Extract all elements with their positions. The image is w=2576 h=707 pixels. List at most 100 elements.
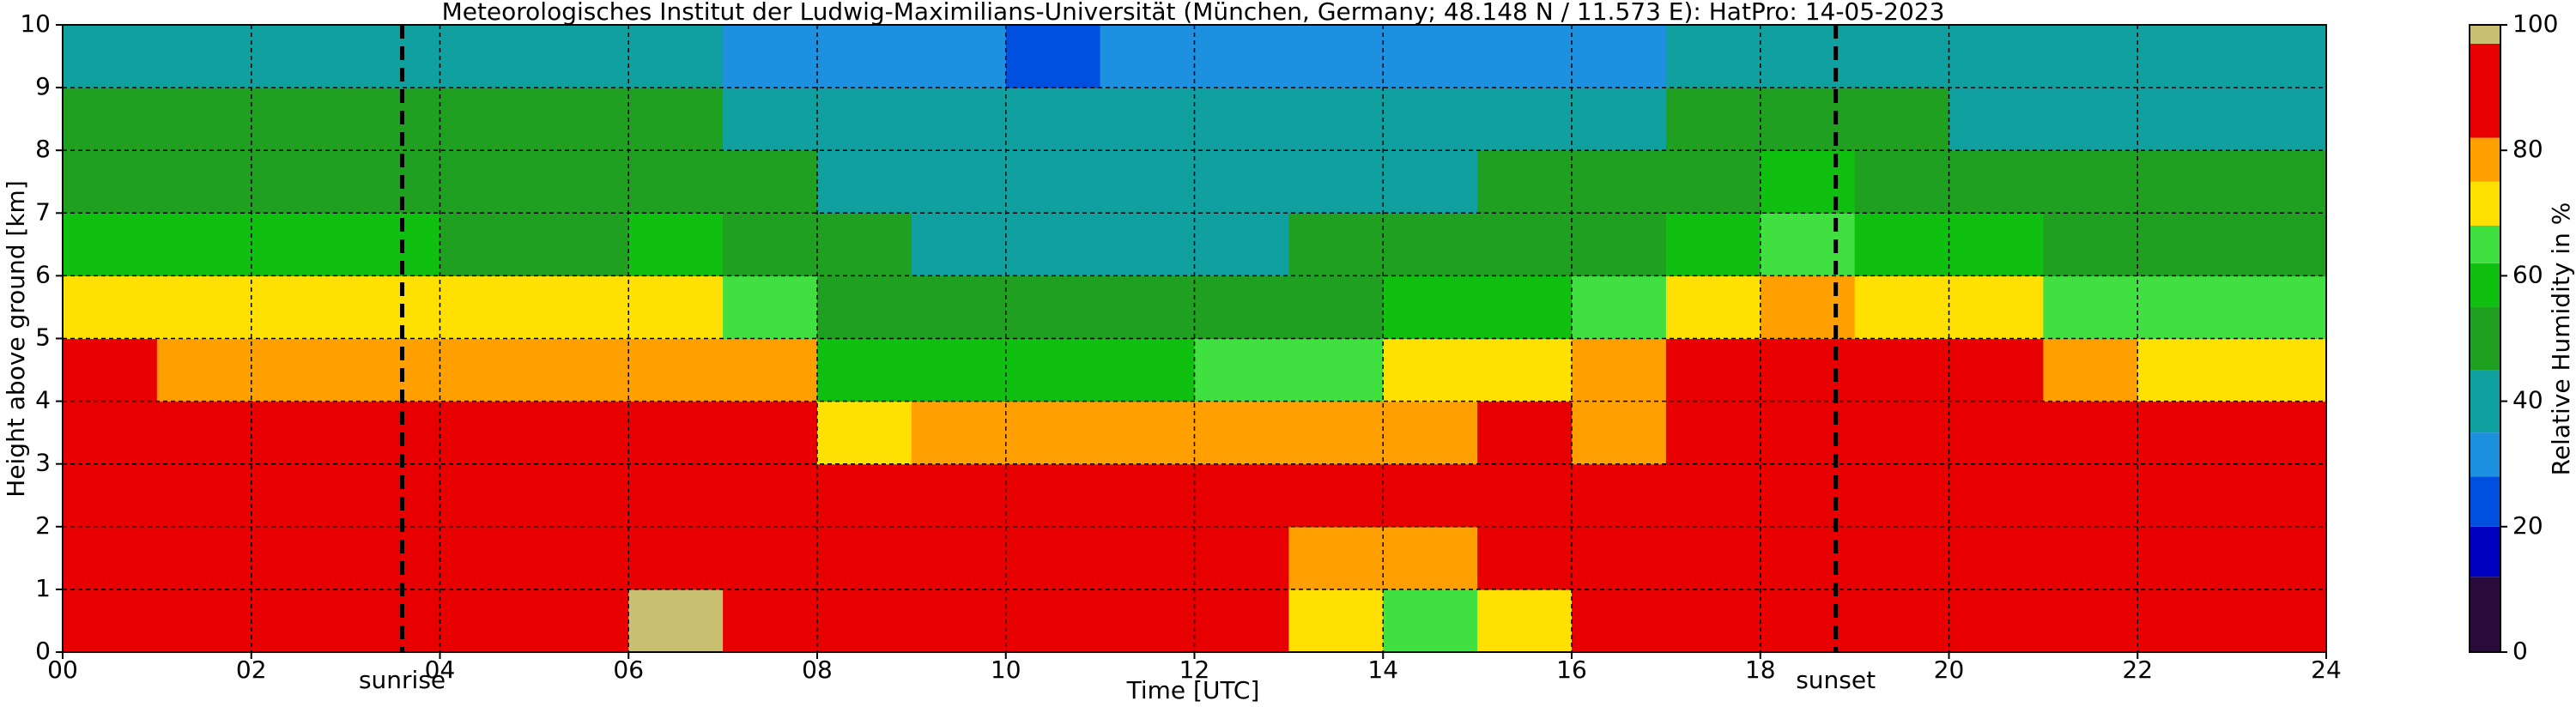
colorbar-band [2470,263,2500,307]
heatmap-cell [1949,338,2044,402]
heatmap-cell [439,338,535,402]
heatmap-cell [2137,526,2233,590]
heatmap-cell [1572,25,1667,88]
heatmap-cell [2232,25,2327,88]
heatmap-cell [1949,526,2044,590]
heatmap-cell [628,338,724,402]
heatmap-cell [156,463,252,528]
heatmap-cell [1572,338,1667,402]
heatmap-cell [345,526,441,590]
heatmap-cell [2137,150,2233,214]
heatmap-cell [251,213,347,276]
heatmap-cell [345,338,441,402]
heatmap-cell [534,213,629,276]
heatmap-cell [1194,401,1289,465]
heatmap-cell [534,25,629,88]
heatmap-cell [63,589,158,653]
heatmap-cell [1854,338,1950,402]
x-tick-label: 08 [802,656,833,684]
heatmap-cell [156,526,252,590]
heatmap-cell [1477,589,1573,653]
heatmap-cell [2232,589,2327,653]
heatmap-cell [1005,463,1101,528]
heatmap-cell [1194,589,1289,653]
heatmap-cell [1194,275,1289,340]
heatmap-cell [439,275,535,340]
colorbar-band [2470,25,2500,44]
heatmap-cell [1572,213,1667,276]
heatmap-cell [345,25,441,88]
heatmap-cell [1665,25,1761,88]
heatmap-cell [1477,275,1573,340]
heatmap-cell [1383,150,1478,214]
heatmap-cell [1854,589,1950,653]
colorbar-tick-label: 40 [2512,386,2543,414]
heatmap-cell [1100,213,1196,276]
y-axis-label: Height above ground [km] [2,180,30,498]
heatmap-cell [2043,401,2138,465]
x-tick-label: 12 [1179,656,1210,684]
heatmap-cell [156,401,252,465]
heatmap-cell [2232,213,2327,276]
heatmap-cell [2043,213,2138,276]
heatmap-cell [1665,150,1761,214]
heatmap-cell [1572,150,1667,214]
heatmap-cell [1477,338,1573,402]
heatmap-cell [1383,526,1478,590]
heatmap-cell [439,150,535,214]
heatmap-cell [251,275,347,340]
heatmap-cell [251,338,347,402]
heatmap-cell [1005,275,1101,340]
heatmap-cell [1572,526,1667,590]
heatmap-cell [156,213,252,276]
y-tick-label: 2 [35,511,51,540]
colorbar-label: Relative Humidity in % [2547,202,2575,476]
x-tick-label: 04 [425,656,456,684]
heatmap-cell [1949,589,2044,653]
heatmap-cell [817,88,912,151]
heatmap-cell [1288,88,1384,151]
heatmap-cell [628,526,724,590]
heatmap-cell [1194,526,1289,590]
heatmap-cell [1572,589,1667,653]
heatmap-cell [251,401,347,465]
heatmap-cell [723,25,818,88]
heatmap-cell [1760,526,1856,590]
heatmap-cell [345,88,441,151]
heatmap-cell [723,463,818,528]
heatmap-cell [1100,401,1196,465]
heatmap-cell [534,150,629,214]
heatmap-cell [156,338,252,402]
heatmap-cell [911,401,1007,465]
heatmap-cell [1760,88,1856,151]
heatmap-cell [1760,338,1856,402]
heatmap-cell [1100,463,1196,528]
heatmap-cell [1665,338,1761,402]
heatmap-cell [1572,275,1667,340]
heatmap-cell [1100,338,1196,402]
heatmap-cell [439,401,535,465]
heatmap-cell [1760,401,1856,465]
heatmap-cell [911,275,1007,340]
heatmap-cell [1760,150,1856,214]
heatmap-cell [1665,401,1761,465]
chart-title: Meteorologisches Institut der Ludwig-Max… [442,0,1945,26]
heatmap-cell [534,401,629,465]
colorbar-band [2470,43,2500,138]
heatmap-cell [63,213,158,276]
heatmap-cell [817,150,912,214]
y-tick-label: 5 [35,323,51,352]
heatmap-cell [63,150,158,214]
heatmap-cell [1100,88,1196,151]
heatmap-cell [1005,589,1101,653]
heatmap-cell [911,463,1007,528]
heatmap-cell [251,526,347,590]
heatmap-cell [1288,275,1384,340]
y-tick-label: 8 [35,135,51,163]
heatmap-cell [911,88,1007,151]
colorbar-band [2470,432,2500,477]
heatmap-cell [1572,463,1667,528]
colorbar-frame [2469,24,2501,653]
y-tick-label: 3 [35,449,51,477]
